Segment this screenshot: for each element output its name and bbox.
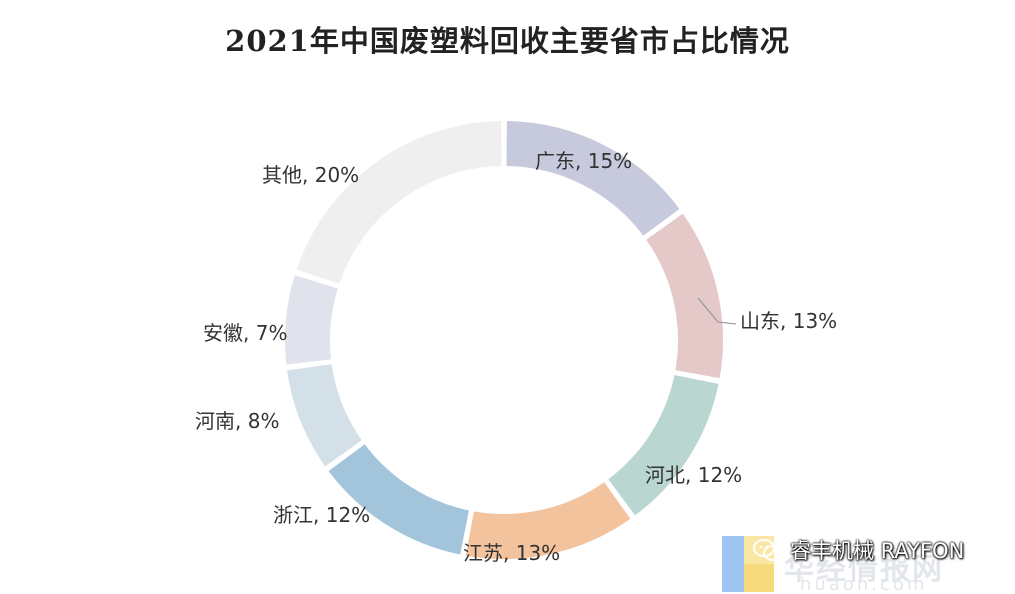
donut-slice-4 [463,479,634,561]
slice-label-1: 广东, 15% [535,149,632,173]
donut-slice-3 [605,372,721,519]
watermark: 华经情报网 huaon.com 睿丰机械 RAYFON [722,530,1015,594]
slice-label-5: 浙江, 12% [273,503,370,527]
donut-slice-6 [284,362,365,470]
donut-slice-1 [504,118,683,239]
watermark-overlay-text: 睿丰机械 RAYFON [790,539,965,563]
chart-title: 2021年中国废塑料回收主要省市占比情况 [225,24,790,58]
slice-label-4: 江苏, 13% [463,541,560,565]
watermark-overlay: 睿丰机械 RAYFON [752,536,964,564]
slice-label-8: 其他, 20% [262,163,359,187]
watermark-ghost-url: huaon.com [800,574,928,594]
slice-label-3: 河北, 12% [645,463,742,487]
donut-slice-2 [643,210,725,381]
donut-slice-8 [294,118,504,287]
donut-slice-5 [325,441,472,557]
slice-label-7: 安徽, 7% [203,321,287,345]
slice-label-2: 山东, 13% [740,309,837,333]
slice-label-6: 河南, 8% [195,409,279,433]
leader-line [697,297,737,325]
wechat-icon [753,539,783,561]
watermark-ghost-text: 华经情报网 [784,552,944,587]
donut-slice-7 [283,272,341,367]
